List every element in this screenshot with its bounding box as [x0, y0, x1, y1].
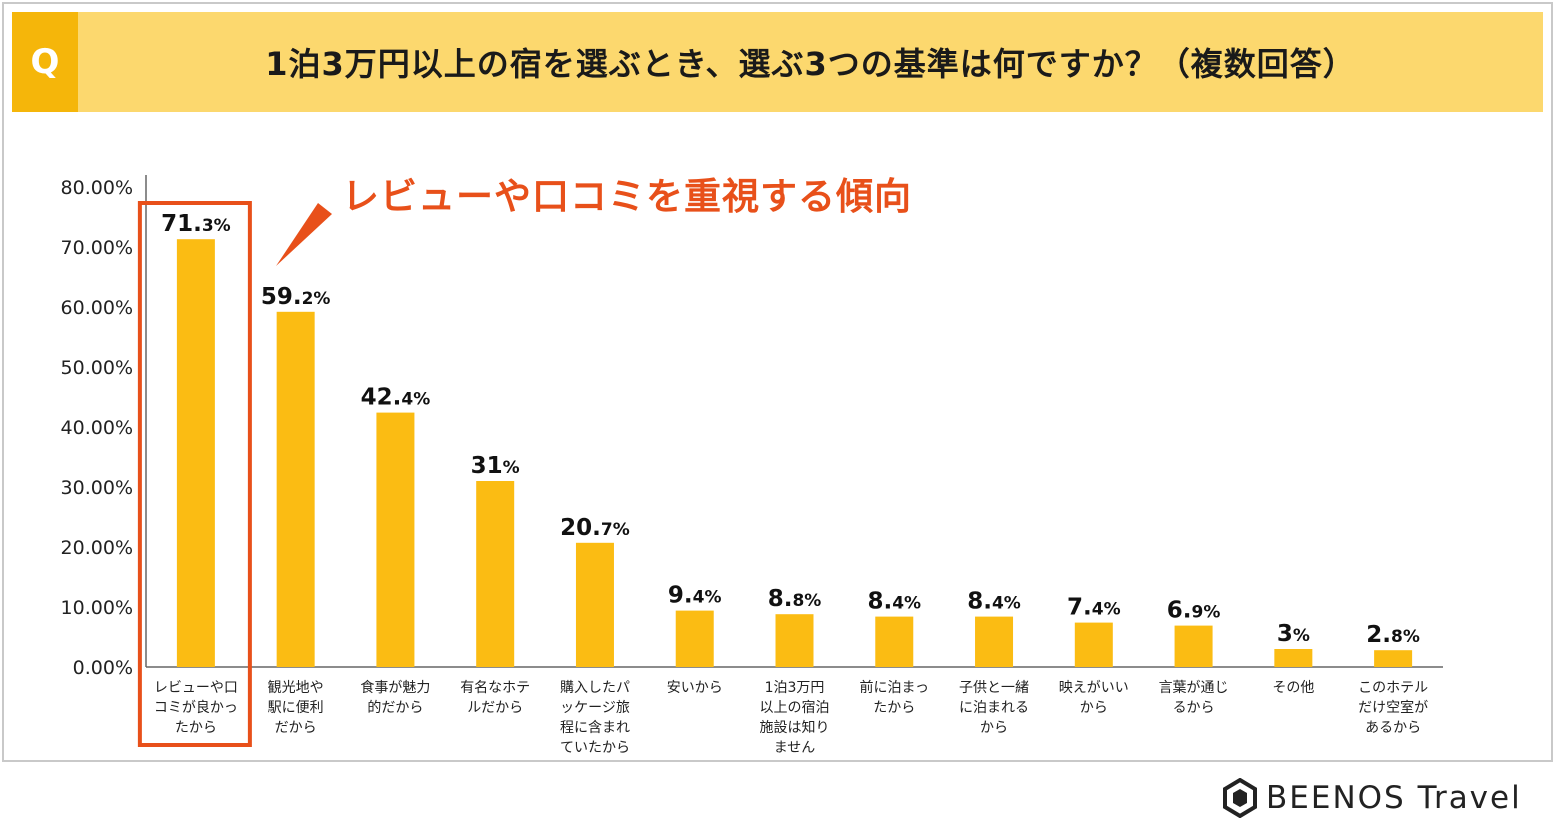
data-label: 2.8% — [1366, 622, 1420, 648]
x-tick-label: るから — [1173, 700, 1215, 716]
data-label: 9.4% — [668, 583, 722, 609]
data-label: 71.3% — [161, 211, 231, 237]
x-tick-label: から — [980, 720, 1008, 736]
highlight-annotation: レビューや口コミを重視する傾向 — [342, 175, 912, 218]
y-tick-label: 30.00% — [61, 477, 133, 499]
bar — [775, 614, 814, 667]
data-label: 7.4% — [1067, 595, 1121, 621]
highlight-box — [137, 201, 252, 747]
x-tick-label: 前に泊まっ — [860, 679, 929, 696]
x-tick-label: コミが良かっ — [154, 700, 238, 716]
brand-logo: BEENOS Travel — [1222, 778, 1522, 818]
x-tick-label: 施設は知り — [760, 719, 830, 736]
question-badge: Q — [12, 12, 78, 112]
x-tick-label: このホテル — [1358, 680, 1428, 696]
x-tick-label: 駅に便利 — [268, 700, 324, 716]
x-tick-label: 的だから — [367, 700, 423, 716]
y-tick-label: 20.00% — [61, 537, 133, 559]
x-tick-label: たから — [873, 700, 915, 716]
x-tick-label: 購入したパ — [560, 680, 630, 696]
x-tick-label: 有名なホテ — [460, 680, 530, 696]
hexagon-b-icon — [1223, 778, 1257, 818]
y-tick-label: 50.00% — [61, 357, 133, 379]
y-tick-label: 40.00% — [61, 417, 133, 439]
x-tick-label: レビューや口 — [154, 680, 238, 696]
data-label: 8.8% — [768, 586, 822, 612]
bar — [575, 542, 614, 667]
data-label: 20.7% — [560, 515, 630, 541]
y-tick-label: 0.00% — [73, 657, 133, 679]
x-tick-label: 程に含まれ — [560, 720, 630, 736]
y-tick-label: 60.00% — [61, 297, 133, 319]
brand-name: BEENOS Travel — [1266, 780, 1522, 816]
x-tick-label: 映えがいい — [1059, 680, 1129, 696]
y-tick-label: 80.00% — [61, 177, 133, 199]
bar — [675, 610, 714, 667]
bar — [1374, 650, 1413, 667]
data-label: 42.4% — [361, 385, 431, 411]
x-tick-label: 観光地や — [268, 679, 324, 696]
question-header — [12, 12, 1543, 112]
bar — [1174, 625, 1213, 667]
x-tick-label: ッケージ旅 — [560, 700, 630, 716]
data-label: 6.9% — [1167, 598, 1221, 624]
x-tick-label: 言葉が通じ — [1159, 680, 1229, 696]
data-label: 59.2% — [261, 284, 331, 310]
y-tick-label: 70.00% — [61, 237, 133, 259]
page-title: 1泊3万円以上の宿を選ぶとき、選ぶ3つの基準は何ですか？（複数回答） — [265, 45, 1356, 83]
data-label: 31% — [471, 453, 520, 479]
bar — [176, 239, 215, 667]
bar — [1074, 622, 1113, 667]
x-tick-label: ていたから — [560, 740, 630, 756]
data-label: 3% — [1277, 621, 1310, 647]
x-tick-label: 安いから — [667, 680, 723, 696]
x-tick-label: その他 — [1272, 680, 1314, 696]
data-label: 8.4% — [867, 589, 921, 615]
x-tick-label: だから — [275, 720, 317, 736]
bar — [476, 481, 515, 667]
data-label: 8.4% — [967, 589, 1021, 615]
bar — [975, 616, 1014, 667]
x-tick-label: 以上の宿泊 — [760, 699, 830, 716]
x-tick-label: ルだから — [467, 700, 523, 716]
x-tick-label: だけ空室が — [1358, 699, 1428, 716]
bar — [276, 311, 315, 667]
y-tick-label: 10.00% — [61, 597, 133, 619]
x-tick-label: 1泊3万円 — [765, 680, 825, 696]
x-tick-label: ません — [774, 740, 816, 756]
x-tick-label: 食事が魅力 — [360, 679, 430, 696]
bar — [376, 412, 415, 667]
x-tick-label: あるから — [1365, 720, 1421, 736]
x-tick-label: たから — [175, 720, 217, 736]
callout-pointer — [276, 203, 332, 266]
x-tick-label: から — [1080, 700, 1108, 716]
x-tick-label: に泊まれる — [959, 700, 1029, 716]
bar — [1274, 649, 1313, 667]
x-tick-label: 子供と一緒 — [959, 680, 1029, 696]
bar — [875, 616, 914, 667]
